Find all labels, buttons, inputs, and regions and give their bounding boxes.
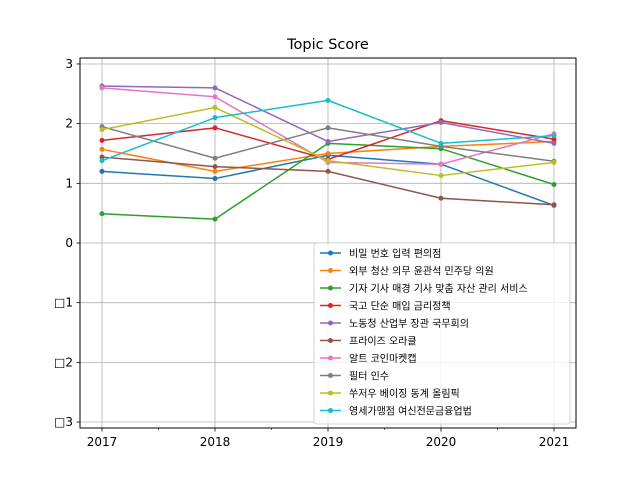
y-tick-label: 2 <box>65 117 73 131</box>
tick-layer: 2017 2018 2019 2020 2021 3 2 1 0 □1 □2 □3 <box>54 57 569 449</box>
data-point <box>99 158 105 164</box>
legend-label: 영세가맹점 여신전문금융업법 <box>349 404 472 417</box>
legend-entry: 기자 기사 매경 기사 맞춤 자산 관리 서비스 <box>320 282 528 295</box>
y-tick-label: 0 <box>65 236 73 250</box>
chart-title: Topic Score <box>286 37 369 53</box>
legend-label: 필터 인수 <box>349 370 389 382</box>
x-tick-label: 2017 <box>87 435 118 449</box>
x-tick-label: 2018 <box>200 435 231 449</box>
legend-entry: 필터 인수 <box>320 370 389 382</box>
legend-label: 노동청 산업부 장관 국무회의 <box>349 317 469 330</box>
data-point <box>325 168 331 174</box>
legend-swatch-marker <box>328 320 333 326</box>
x-tick-label: 2020 <box>426 435 457 449</box>
legend-swatch-marker <box>328 303 333 308</box>
legend-entry: 외부 청산 의무 윤관석 민주당 의원 <box>320 265 494 277</box>
data-point <box>99 85 105 91</box>
data-point <box>212 168 218 174</box>
data-point <box>99 146 105 152</box>
x-tick-label: 2021 <box>539 435 570 449</box>
data-point <box>212 115 218 121</box>
y-tick-label: 1 <box>65 176 73 190</box>
series-group <box>99 105 557 179</box>
data-point <box>212 176 218 182</box>
series-group <box>99 154 557 208</box>
y-tick-label: □1 <box>54 296 73 310</box>
series-group <box>99 97 557 164</box>
y-tick-label: 3 <box>65 57 73 71</box>
data-point <box>551 140 557 146</box>
data-point <box>99 127 105 133</box>
data-point <box>438 119 444 125</box>
legend-swatch-marker <box>328 268 333 273</box>
legend-swatch-marker <box>328 390 333 396</box>
data-point <box>212 164 218 170</box>
data-point <box>212 94 218 100</box>
legend-entry: 노동청 산업부 장관 국무회의 <box>320 317 469 330</box>
series-group <box>99 83 557 146</box>
legend-entry: 쑤저우 베이징 동계 올림픽 <box>320 388 460 400</box>
legend-label: 비밀 번호 입력 편의점 <box>349 247 441 260</box>
data-point <box>325 158 331 164</box>
data-point <box>325 97 331 103</box>
x-tick-label: 2019 <box>313 435 344 449</box>
data-point <box>212 155 218 161</box>
legend-label: 국고 단순 매입 금리정책 <box>349 299 451 312</box>
legend-entry: 비밀 번호 입력 편의점 <box>320 247 441 260</box>
data-point <box>551 159 557 165</box>
data-point <box>212 216 218 222</box>
legend-label: 알트 코인마켓캡 <box>349 353 417 365</box>
legend-label: 프라이즈 오라클 <box>349 335 417 347</box>
legend-swatch-marker <box>328 250 333 256</box>
legend-entry: 알트 코인마켓캡 <box>320 353 417 365</box>
legend-swatch-marker <box>328 373 333 378</box>
legend-label: 외부 청산 의무 윤관석 민주당 의원 <box>349 265 494 277</box>
legend-label: 쑤저우 베이징 동계 올림픽 <box>349 388 460 400</box>
legend-entry: 프라이즈 오라클 <box>320 335 417 347</box>
legend-swatch-marker <box>328 338 333 343</box>
data-point <box>551 136 557 142</box>
data-point <box>551 202 557 208</box>
series-layer <box>99 83 557 222</box>
data-point <box>212 105 218 111</box>
data-point <box>99 137 105 143</box>
data-point <box>438 161 444 167</box>
data-point <box>438 173 444 179</box>
legend-entry: 영세가맹점 여신전문금융업법 <box>320 404 472 417</box>
data-point <box>325 125 331 131</box>
data-point <box>99 154 105 160</box>
data-point <box>325 150 331 156</box>
data-point <box>551 182 557 188</box>
data-point <box>212 125 218 131</box>
data-point <box>99 211 105 217</box>
legend-swatch-marker <box>328 408 333 413</box>
data-point <box>551 133 557 139</box>
y-tick-label: □2 <box>54 355 73 369</box>
data-point <box>212 85 218 91</box>
legend-entry: 국고 단순 매입 금리정책 <box>320 299 451 312</box>
data-point <box>438 195 444 201</box>
data-point <box>438 140 444 146</box>
y-tick-label: □3 <box>54 415 73 429</box>
legend-box <box>313 242 571 425</box>
legend-swatch-marker <box>328 355 333 361</box>
legend-label: 기자 기사 매경 기사 맞춤 자산 관리 서비스 <box>349 282 528 295</box>
data-point <box>325 139 331 145</box>
data-point <box>99 168 105 174</box>
legend-swatch-marker <box>328 285 333 291</box>
